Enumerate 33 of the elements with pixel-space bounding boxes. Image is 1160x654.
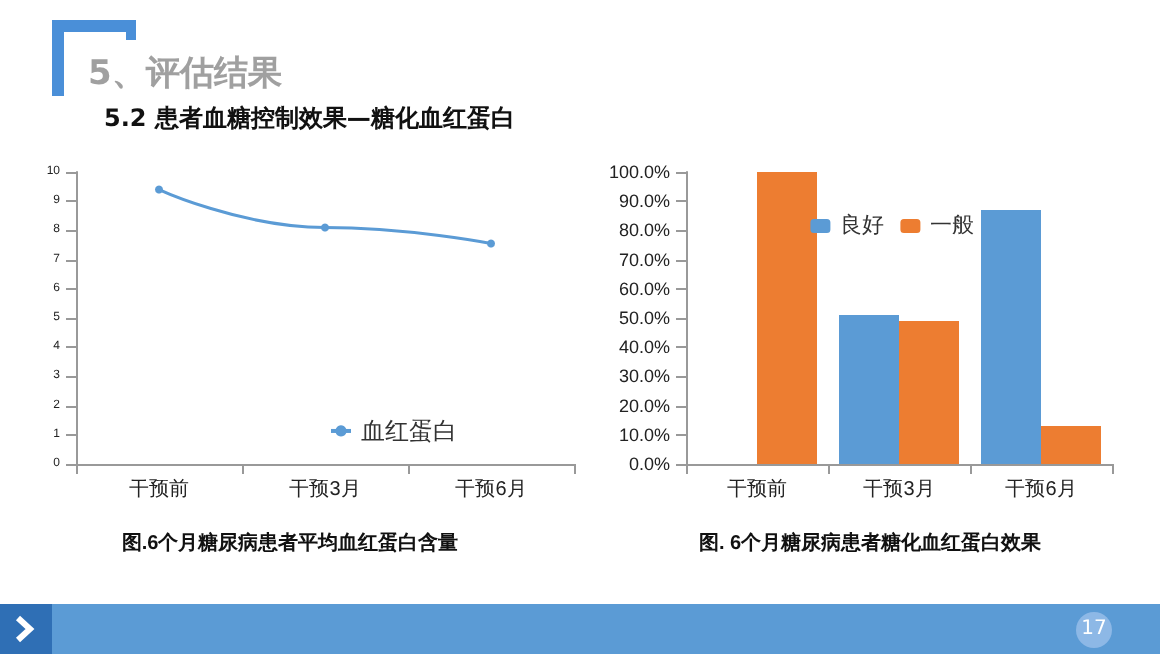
y-tick-label: 70.0% — [618, 249, 670, 270]
y-tick-label: 60.0% — [618, 278, 670, 299]
bar — [981, 209, 1041, 464]
bar — [899, 320, 959, 464]
x-tick-label: 干预3月 — [289, 479, 361, 501]
legend-label: 血红蛋白 — [361, 416, 457, 445]
text: 5.2 患者血糖控制效果—糖化血红蛋白 — [104, 102, 515, 136]
point — [487, 239, 495, 248]
y-tick-label: 50.0% — [618, 308, 670, 328]
y-tick-label: 0.0% — [628, 454, 670, 474]
bar — [757, 172, 817, 464]
text: 图. 6个月糖尿病患者糖化血红蛋白效果 — [698, 531, 1044, 555]
point — [321, 223, 329, 232]
y-tick-label: 10.0% — [618, 424, 670, 445]
y-tick-label: 80.0% — [618, 220, 670, 241]
x-tick-label: 干预前 — [129, 477, 189, 501]
y-tick-label: 40.0% — [618, 337, 670, 358]
x-tick-label: 干预6月 — [1005, 479, 1077, 501]
x-tick-label: 干预6月 — [455, 479, 527, 501]
point — [155, 185, 163, 194]
text: 5、评估结果 — [88, 52, 282, 96]
bar — [839, 315, 899, 464]
text: 图.6个月糖尿病患者平均血红蛋白含量 — [121, 531, 459, 555]
legend-label: 良好 — [840, 211, 885, 238]
x-tick-label: 干预3月 — [863, 479, 935, 501]
y-tick-label: 30.0% — [618, 366, 670, 387]
legend-label: 一般 — [930, 213, 975, 238]
y-tick-label: 20.0% — [618, 395, 670, 416]
text: 17 — [1076, 612, 1112, 648]
y-tick-label: 90.0% — [618, 191, 670, 212]
bar — [1041, 426, 1101, 464]
y-tick-label: 100.0% — [608, 162, 670, 182]
x-tick-label: 干预前 — [727, 477, 787, 501]
